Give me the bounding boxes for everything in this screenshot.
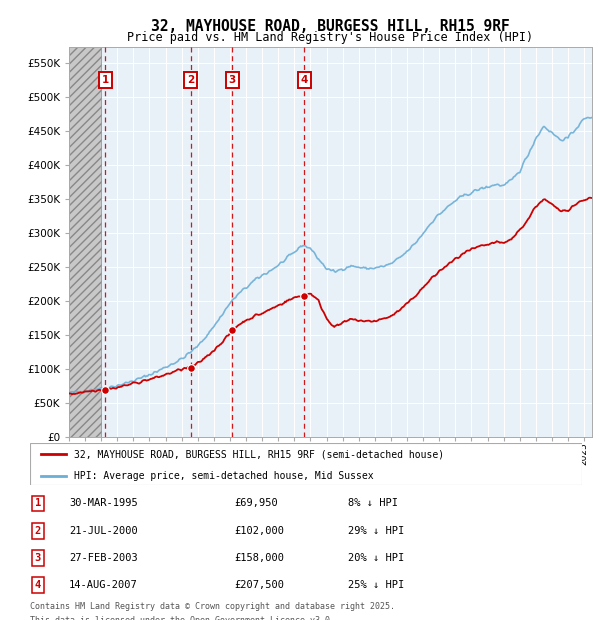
Bar: [69, 46, 101, 437]
Text: This data is licensed under the Open Government Licence v3.0.: This data is licensed under the Open Gov…: [30, 616, 335, 620]
Text: Price paid vs. HM Land Registry's House Price Index (HPI): Price paid vs. HM Land Registry's House …: [127, 31, 533, 44]
Text: 1: 1: [101, 74, 109, 85]
Text: Contains HM Land Registry data © Crown copyright and database right 2025.: Contains HM Land Registry data © Crown c…: [30, 602, 395, 611]
Text: 29% ↓ HPI: 29% ↓ HPI: [348, 526, 404, 536]
Text: 21-JUL-2000: 21-JUL-2000: [69, 526, 138, 536]
Text: 32, MAYHOUSE ROAD, BURGESS HILL, RH15 9RF (semi-detached house): 32, MAYHOUSE ROAD, BURGESS HILL, RH15 9R…: [74, 449, 444, 459]
Text: 3: 3: [229, 74, 236, 85]
Text: 25% ↓ HPI: 25% ↓ HPI: [348, 580, 404, 590]
Text: £158,000: £158,000: [234, 553, 284, 563]
Text: 8% ↓ HPI: 8% ↓ HPI: [348, 498, 398, 508]
Text: 30-MAR-1995: 30-MAR-1995: [69, 498, 138, 508]
Text: 4: 4: [301, 74, 308, 85]
Text: 27-FEB-2003: 27-FEB-2003: [69, 553, 138, 563]
Text: 20% ↓ HPI: 20% ↓ HPI: [348, 553, 404, 563]
Text: £69,950: £69,950: [234, 498, 278, 508]
Text: HPI: Average price, semi-detached house, Mid Sussex: HPI: Average price, semi-detached house,…: [74, 471, 374, 480]
Text: 32, MAYHOUSE ROAD, BURGESS HILL, RH15 9RF: 32, MAYHOUSE ROAD, BURGESS HILL, RH15 9R…: [151, 19, 509, 33]
Text: 14-AUG-2007: 14-AUG-2007: [69, 580, 138, 590]
Text: 3: 3: [35, 553, 41, 563]
Text: 1: 1: [35, 498, 41, 508]
Text: £207,500: £207,500: [234, 580, 284, 590]
Text: 2: 2: [187, 74, 194, 85]
Text: 2: 2: [35, 526, 41, 536]
Text: £102,000: £102,000: [234, 526, 284, 536]
Text: 4: 4: [35, 580, 41, 590]
